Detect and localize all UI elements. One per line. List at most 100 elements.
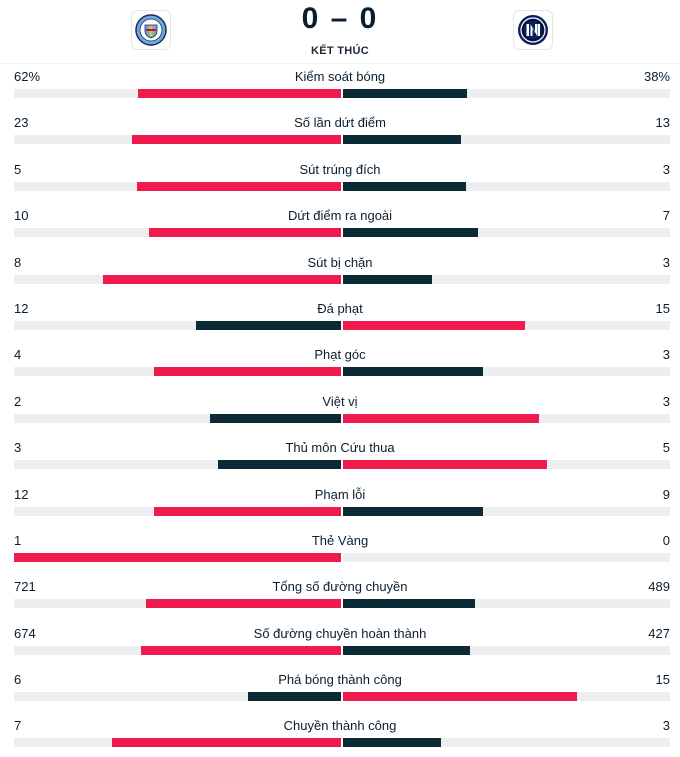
stat-away-value: 3 <box>662 393 670 409</box>
stat-row: 1 Thẻ Vàng 0 <box>0 530 680 576</box>
stat-row: 12 Đá phạt 15 <box>0 298 680 344</box>
stat-home-bar <box>14 552 341 562</box>
stat-home-bar <box>137 181 341 191</box>
stat-home-track <box>14 738 341 748</box>
stat-home-value: 1 <box>14 532 22 548</box>
stat-home-track <box>14 506 341 516</box>
stat-away-value: 38% <box>643 69 670 84</box>
stat-away-value: 3 <box>662 161 670 177</box>
stat-home-value: 721 <box>14 579 36 595</box>
match-header: 0 – 0 KẾT THÚC <box>0 0 680 64</box>
stat-away-track <box>343 89 670 98</box>
stat-away-value: 5 <box>662 440 670 456</box>
stat-away-track <box>343 645 670 655</box>
stat-home-value: 8 <box>14 254 22 270</box>
stat-away-bar <box>343 738 441 748</box>
stat-away-track <box>343 274 670 284</box>
stat-away-bar <box>343 274 432 284</box>
stat-away-bar <box>343 135 461 145</box>
stat-away-track <box>343 181 670 191</box>
stat-away-value: 15 <box>655 300 670 316</box>
stat-home-track <box>14 228 341 238</box>
stat-label: Tổng số đường chuyền <box>272 579 408 595</box>
stat-away-value: 3 <box>662 254 670 270</box>
stat-away-track <box>343 135 670 145</box>
stat-away-bar <box>343 320 525 330</box>
stat-home-track <box>14 552 341 562</box>
stat-away-track <box>343 367 670 377</box>
stat-row: 12 Phạm lỗi 9 <box>0 484 680 530</box>
stat-away-bar <box>343 460 547 470</box>
stat-away-track <box>343 692 670 702</box>
stat-home-value: 5 <box>14 161 22 177</box>
stat-label: Sút bị chặn <box>307 254 373 270</box>
stat-home-value: 12 <box>14 300 29 316</box>
stat-home-track <box>14 89 341 98</box>
stat-home-bar <box>248 692 341 702</box>
match-score: 0 – 0 <box>301 2 379 35</box>
stat-away-value: 489 <box>648 579 670 595</box>
stat-row: 62% Kiểm soát bóng 38% <box>0 66 680 112</box>
stat-home-track <box>14 460 341 470</box>
stat-home-track <box>14 413 341 423</box>
stat-label: Kiểm soát bóng <box>294 69 386 84</box>
stat-home-bar <box>141 645 341 655</box>
stat-home-track <box>14 645 341 655</box>
stat-away-track <box>343 413 670 423</box>
stat-away-track <box>343 599 670 609</box>
stat-home-track <box>14 692 341 702</box>
stat-home-value: 7 <box>14 718 22 734</box>
manchester-city-crest-icon <box>135 14 167 46</box>
stat-row: 10 Dứt điểm ra ngoài 7 <box>0 205 680 251</box>
stat-home-value: 674 <box>14 625 36 641</box>
stat-away-value: 7 <box>662 208 670 224</box>
stat-home-value: 62% <box>14 69 41 84</box>
stat-away-bar <box>343 506 483 516</box>
stat-label: Phạm lỗi <box>314 486 366 502</box>
stat-home-bar <box>146 599 341 609</box>
stat-row: 8 Sút bị chặn 3 <box>0 252 680 298</box>
stat-home-bar <box>132 135 341 145</box>
stat-home-bar <box>154 506 341 516</box>
stat-label: Việt vị <box>322 393 358 409</box>
stat-home-track <box>14 599 341 609</box>
stat-home-value: 2 <box>14 393 22 409</box>
stat-away-bar <box>343 645 470 655</box>
stat-label: Số lần dứt điểm <box>294 115 386 131</box>
stat-home-value: 6 <box>14 672 22 688</box>
stat-home-track <box>14 320 341 330</box>
stat-row: 5 Sút trúng đích 3 <box>0 159 680 205</box>
stat-row: 23 Số lần dứt điểm 13 <box>0 112 680 158</box>
stats-list: 62% Kiểm soát bóng 38% 23 Số lần dứt điểm 13 5… <box>0 66 680 757</box>
stat-away-bar <box>343 692 577 702</box>
stat-home-track <box>14 181 341 191</box>
stat-away-value: 427 <box>648 625 670 641</box>
stat-home-track <box>14 367 341 377</box>
stat-row: 721 Tổng số đường chuyền 489 <box>0 576 680 622</box>
stat-away-bar <box>343 181 466 191</box>
stat-away-value: 9 <box>662 486 670 502</box>
stat-away-bar <box>343 367 483 377</box>
stat-label: Phá bóng thành công <box>278 672 402 688</box>
match-status: KẾT THÚC <box>310 45 369 57</box>
stat-away-value: 15 <box>655 672 670 688</box>
away-team-logo[interactable] <box>513 10 553 50</box>
stat-label: Đá phạt <box>317 300 363 316</box>
home-team-logo[interactable] <box>131 10 171 50</box>
stat-away-value: 3 <box>662 347 670 363</box>
stat-away-track <box>343 320 670 330</box>
stat-away-track <box>343 552 670 562</box>
stat-home-value: 10 <box>14 208 29 224</box>
stat-home-value: 12 <box>14 486 29 502</box>
stat-away-bar <box>343 228 478 238</box>
stat-away-track <box>343 460 670 470</box>
stat-home-bar <box>154 367 341 377</box>
inter-crest-icon <box>518 15 548 45</box>
stat-label: Dứt điểm ra ngoài <box>287 208 393 224</box>
stat-label: Số đường chuyền hoàn thành <box>253 625 427 641</box>
stat-home-bar <box>149 228 341 238</box>
stat-away-bar <box>343 599 475 609</box>
stat-home-value: 3 <box>14 440 22 456</box>
stat-away-bar <box>343 413 539 423</box>
stat-home-track <box>14 135 341 145</box>
